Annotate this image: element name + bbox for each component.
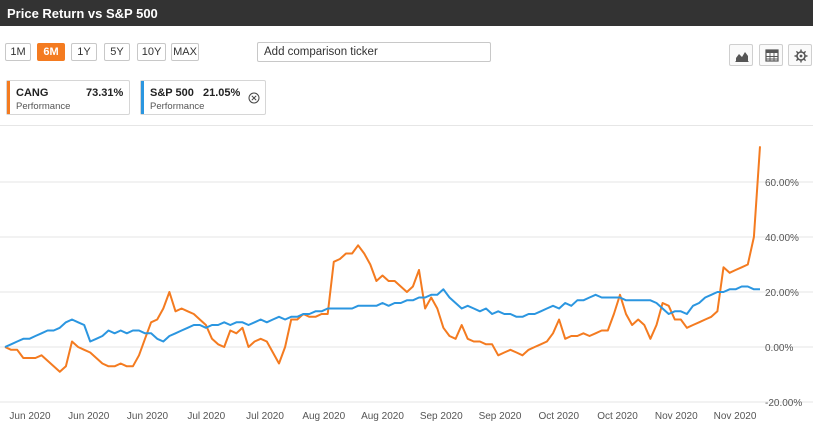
y-tick-label: 0.00% [765, 343, 793, 354]
range-5y-button[interactable]: 5Y [104, 43, 130, 61]
legend-ticker: S&P 500 [150, 87, 194, 99]
gear-icon [794, 49, 808, 63]
x-tick-label: Nov 2020 [655, 411, 698, 422]
series-line-sp500 [4, 285, 760, 348]
x-tick-label: Sep 2020 [420, 411, 463, 422]
range-6m-button[interactable]: 6M [37, 43, 65, 61]
legend-label: Performance [150, 101, 205, 112]
comparison-ticker-input[interactable] [257, 42, 491, 62]
y-tick-label: 20.00% [765, 288, 799, 299]
area-chart-icon [735, 52, 749, 62]
series-color-bar [141, 81, 144, 114]
y-axis-labels: 60.00% 40.00% 20.00% 0.00% -20.00% [765, 178, 802, 409]
title-bar: Price Return vs S&P 500 [0, 0, 813, 26]
table-icon [765, 49, 779, 62]
x-tick-label: Jul 2020 [187, 411, 225, 422]
y-tick-label: 60.00% [765, 178, 799, 189]
x-tick-label: Nov 2020 [714, 411, 757, 422]
x-tick-label: Aug 2020 [361, 411, 404, 422]
range-1y-button[interactable]: 1Y [71, 43, 97, 61]
x-tick-label: Jun 2020 [127, 411, 169, 422]
x-tick-label: Jul 2020 [246, 411, 284, 422]
remove-comparison-icon[interactable] [248, 92, 260, 104]
settings-button[interactable] [788, 44, 812, 66]
chart-lines [4, 146, 761, 373]
series-color-bar [7, 81, 10, 114]
x-axis-labels: Jun 2020 Jun 2020 Jun 2020 Jul 2020 Jul 2020… [9, 411, 756, 422]
x-tick-label: Oct 2020 [597, 411, 638, 422]
y-tick-label: 40.00% [765, 233, 799, 244]
range-10y-button[interactable]: 10Y [137, 43, 166, 61]
chart-view-button[interactable] [729, 44, 753, 66]
page-title: Price Return vs S&P 500 [7, 6, 158, 21]
legend-label: Performance [16, 101, 71, 112]
legend-value: 73.31% [86, 87, 124, 99]
range-1m-button[interactable]: 1M [5, 43, 31, 61]
chart-grid [0, 125, 813, 403]
legend-card-sp500: S&P 500 21.05% Performance [140, 80, 266, 115]
legend-ticker: CANG [16, 87, 49, 99]
x-tick-label: Jun 2020 [9, 411, 51, 422]
x-tick-label: Aug 2020 [302, 411, 345, 422]
price-return-chart: 60.00%40.00%20.00%0.00%-20.00% Jun 2020 J… [0, 125, 813, 422]
x-tick-label: Oct 2020 [538, 411, 579, 422]
series-line-cang [4, 146, 761, 373]
x-tick-label: Jun 2020 [68, 411, 110, 422]
table-view-button[interactable] [759, 44, 783, 66]
x-tick-label: Sep 2020 [479, 411, 522, 422]
range-max-button[interactable]: MAX [171, 43, 199, 61]
y-tick-label: -20.00% [765, 398, 802, 409]
legend-card-cang: CANG 73.31% Performance [6, 80, 130, 115]
legend-value: 21.05% [203, 87, 241, 99]
